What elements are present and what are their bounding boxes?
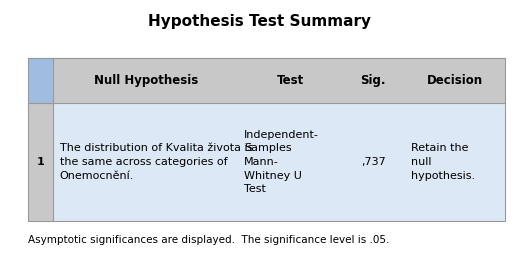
Text: Null Hypothesis: Null Hypothesis [94,74,199,87]
Bar [28,103,53,221]
Text: Independent-
Samples
Mann-
Whitney U
Test: Independent- Samples Mann- Whitney U Tes… [244,130,319,194]
Text: Hypothesis Test Summary: Hypothesis Test Summary [148,14,370,29]
Text: 1: 1 [37,157,45,167]
Bar [28,58,53,103]
Text: Retain the
null
hypothesis.: Retain the null hypothesis. [411,143,475,181]
Bar [28,103,505,221]
Text: Test: Test [277,74,304,87]
Bar [28,58,505,221]
Text: Asymptotic significances are displayed.  The significance level is .05.: Asymptotic significances are displayed. … [28,235,390,245]
Text: The distribution of Kvalita života is
the same across categories of
Onemocnění.: The distribution of Kvalita života is th… [60,143,253,181]
Text: ,737: ,737 [361,157,385,167]
Text: Sig.: Sig. [361,74,386,87]
Bar [28,58,505,103]
Text: Decision: Decision [427,74,483,87]
